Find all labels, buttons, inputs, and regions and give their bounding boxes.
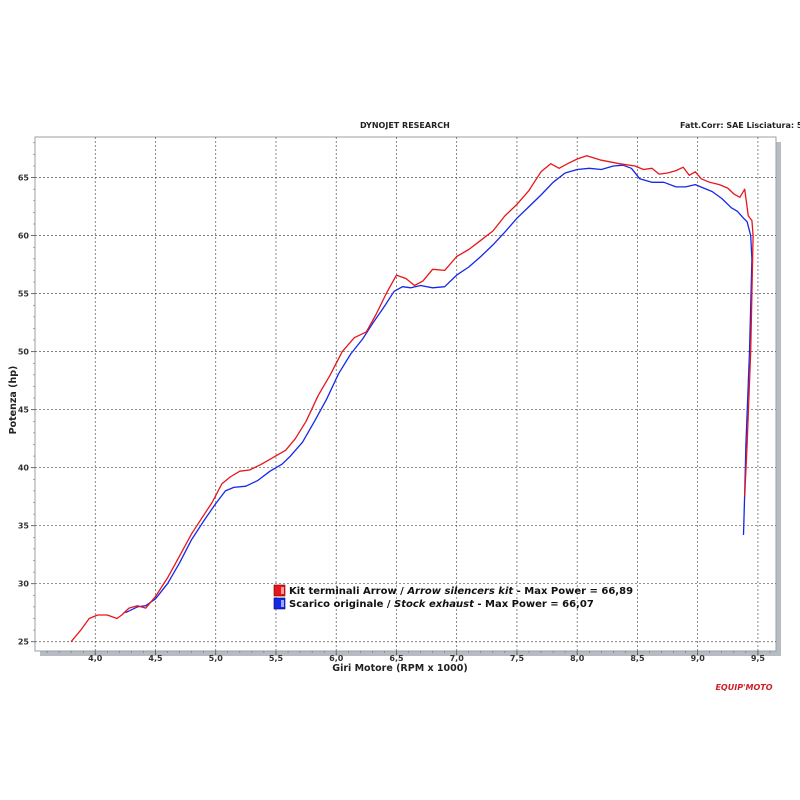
- y-tick-label-2: 35: [18, 522, 30, 531]
- y-tick-label-1: 30: [18, 580, 30, 589]
- series-lines: [70, 155, 754, 643]
- chart-header-correction: Fatt.Corr: SAE Lisciatura: 5: [680, 121, 800, 130]
- x-tick-label-5: 6,5: [389, 654, 404, 663]
- y-tick-label-5: 50: [18, 348, 30, 357]
- x-tick-label-10: 9,0: [691, 654, 706, 663]
- y-tick-label-7: 60: [18, 232, 30, 241]
- legend-label-arrow-italic: Arrow silencers kit: [406, 586, 514, 597]
- x-tick-label-6: 7,0: [450, 654, 465, 663]
- x-tick-label-9: 8,5: [630, 654, 645, 663]
- chart-frame: [34, 136, 777, 652]
- legend-label-stock-tail: - Max Power = 66,07: [474, 599, 594, 610]
- y-tick-label-0: 25: [18, 638, 30, 647]
- y-tick-label-3: 40: [18, 464, 30, 473]
- x-tick-label-1: 4,5: [148, 654, 163, 663]
- y-tick-label-6: 55: [18, 290, 30, 299]
- legend-label-arrow-plain: Kit terminali Arrow /: [289, 586, 407, 597]
- x-axis-ticks: 4,0 4,5 5,0 5,5 6,0 6,5 7,0 7,5 8,0 8,5 9,0 9,5: [46, 651, 771, 663]
- logo-text: EQUIP'MOTO: [715, 683, 772, 692]
- legend: Kit terminali Arrow / Arrow silencers ki…: [273, 584, 633, 610]
- legend-swatch-arrow-highlight: [281, 587, 284, 594]
- legend-swatch-stock: [273, 597, 286, 610]
- legend-label-stock-plain: Scarico originale /: [289, 599, 394, 610]
- series-line-arrow: [70, 155, 754, 643]
- grid-lines: [35, 137, 776, 651]
- x-tick-label-0: 4,0: [88, 654, 103, 663]
- legend-label-stock-italic: Stock exhaust: [394, 599, 475, 610]
- y-tick-label-4: 45: [18, 406, 30, 415]
- legend-swatch-arrow: [273, 584, 286, 597]
- chart-header-title: DYNOJET RESEARCH: [360, 121, 450, 130]
- y-tick-label-8: 65: [18, 174, 30, 183]
- y-axis-ticks: 25 30 35 40 45 50 55 60 65: [18, 142, 35, 647]
- series-line-stock: [125, 164, 753, 614]
- x-tick-label-3: 5,5: [269, 654, 284, 663]
- x-tick-label-11: 9,5: [751, 654, 766, 663]
- x-tick-label-7: 7,5: [510, 654, 525, 663]
- legend-label-arrow-tail: - Max Power = 66,89: [513, 586, 633, 597]
- x-tick-label-8: 8,0: [570, 654, 585, 663]
- x-axis-label: Giri Motore (RPM x 1000): [332, 663, 467, 674]
- legend-swatch-stock-highlight: [281, 600, 284, 607]
- x-tick-label-2: 5,0: [209, 654, 224, 663]
- x-tick-label-4: 6,0: [329, 654, 344, 663]
- legend-label-stock: Scarico originale / Stock exhaust - Max …: [289, 599, 594, 610]
- equipmoto-logo: EQUIP'MOTO: [715, 683, 772, 692]
- legend-label-arrow: Kit terminali Arrow / Arrow silencers ki…: [289, 586, 633, 597]
- y-axis-label: Potenza (hp): [8, 366, 19, 435]
